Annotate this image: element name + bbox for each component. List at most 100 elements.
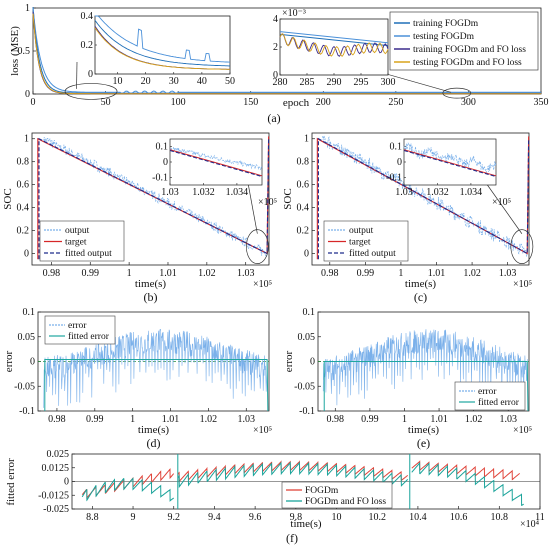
f-fo-line-2	[177, 461, 409, 489]
c-inset-fitted-line	[403, 150, 497, 178]
b-inset-target-line	[169, 149, 263, 177]
a-inset2-ytick-label: 2	[273, 42, 278, 53]
d-xtick-label: 1	[130, 414, 135, 425]
f-xtick-label: 10.4	[409, 512, 427, 523]
a-inset2-line-testing_FO	[279, 33, 389, 57]
a-xtick-label: 0	[31, 97, 36, 108]
c-xtick-label: 0.99	[357, 268, 375, 279]
e-ylabel: error	[283, 350, 295, 372]
b-fitted-line	[38, 137, 270, 260]
c-ylabel: SOC	[282, 188, 294, 209]
e-xlabel: time(s)	[408, 424, 439, 436]
d-ytick-label: 0.05	[18, 332, 36, 343]
b-panel-label: (b)	[144, 290, 158, 304]
a-inset1-ytick-label: 0.2	[81, 40, 94, 51]
a-inset1-ytick-label: 0	[88, 69, 93, 80]
d-ytick-label: -0.05	[14, 381, 35, 392]
b-inset-xtick-label: 1.03	[161, 187, 179, 198]
e-xtick-label: 1	[402, 414, 407, 425]
b-ytick-label: 0.6	[17, 180, 30, 191]
c-output-line	[322, 135, 528, 257]
f-ytick-label: -0.025	[43, 504, 69, 515]
a-legend-entry: training FOGDm and FO loss	[413, 45, 526, 55]
b-xlabel: time(s)	[135, 278, 166, 290]
a-legend-entry: testing FOGDm and FO loss	[413, 58, 522, 68]
c-xtick-label: 1.02	[463, 268, 481, 279]
b-exponent: ×10⁵	[253, 279, 272, 290]
c-zoom-ellipse	[510, 229, 534, 264]
a-xlabel: epoch	[283, 97, 310, 109]
b-ytick-label: 0.8	[17, 157, 30, 168]
c-inset-box	[403, 138, 497, 186]
b-xtick-label: 1.03	[237, 268, 255, 279]
a-inset2-xtick-label: 300	[381, 77, 396, 88]
d-fitted-error-line	[44, 359, 269, 412]
f-xtick-label: 9.6	[249, 512, 262, 523]
a-inset1-xtick-label: 20	[141, 76, 151, 87]
e-error-line	[322, 329, 528, 406]
a-ytick-label: 0.5	[18, 46, 31, 57]
e-ytick-label: 0.05	[298, 332, 316, 343]
e-ytick-label: -0.05	[294, 381, 315, 392]
f-panel-label: (f)	[286, 531, 298, 545]
f-exponent: ×10⁴	[520, 519, 540, 530]
f-legend-entry: FOGDm and FO loss	[305, 497, 386, 507]
f-fogdm-line-2	[177, 460, 409, 483]
e-xtick-label: 1.03	[499, 414, 517, 425]
f-xtick-label: 9.4	[208, 512, 221, 523]
f-legend-entry: FOGDm	[305, 486, 339, 496]
a-inset2-xtick-label: 295	[354, 77, 369, 88]
f-ytick-label: 0.0125	[42, 463, 70, 474]
b-ylabel: SOC	[2, 188, 14, 209]
f-xtick-label: 9.8	[290, 512, 303, 523]
a-legend-entry: training FOGDm	[413, 19, 479, 29]
testing-fogdm-line	[32, 7, 541, 95]
d-legend-entry: error	[68, 321, 87, 331]
b-inset-ytick-label: -0.1	[152, 172, 168, 183]
e-fitted-error-line	[323, 361, 529, 412]
b-ytick-label: 0.4	[17, 203, 30, 214]
b-inset-fitted-line	[169, 150, 263, 178]
c-inset-output-line	[403, 142, 497, 174]
a-xtick-label: 150	[243, 97, 258, 108]
c-exponent: ×10⁵	[513, 279, 532, 290]
f-xtick-label: 10	[332, 512, 342, 523]
a-inset2-line-testing_FOGDm	[279, 31, 389, 44]
e-ytick-label: 0	[310, 357, 315, 368]
c-inset-target-line	[403, 149, 497, 177]
b-xtick-label: 1	[127, 268, 132, 279]
f-xtick-label: 10.6	[450, 512, 468, 523]
b-ytick-label: 0.2	[17, 226, 30, 237]
c-xtick-label: 1.01	[428, 268, 446, 279]
c-ytick-label: 1	[304, 134, 309, 145]
b-ytick-label: 1	[24, 134, 29, 145]
e-panel-label: (e)	[417, 436, 430, 450]
a-inset2-ytick-label: 4	[273, 14, 278, 25]
d-ylabel: error	[3, 350, 15, 372]
e-xtick-label: 0.98	[327, 414, 345, 425]
d-error-line	[43, 329, 268, 408]
a-legend-entry: testing FOGDm	[413, 32, 475, 42]
c-inset-xtick-label: 1.034	[460, 187, 483, 198]
a-inset2-xtick-label: 280	[273, 77, 288, 88]
b-inset-xtick-label: 1.034	[226, 187, 249, 198]
d-xlabel: time(s)	[138, 424, 169, 436]
d-exponent: ×10⁵	[253, 425, 272, 436]
b-legend-entry: output	[65, 226, 90, 236]
f-legend	[281, 481, 393, 509]
b-ytick-label: 0	[24, 249, 29, 260]
e-xtick-label: 1.01	[430, 414, 448, 425]
a-inset2-xtick-label: 290	[327, 77, 342, 88]
d-panel-label: (d)	[147, 436, 161, 450]
c-inset-ytick-label: 0.1	[390, 142, 403, 153]
f-xtick-label: 11	[535, 512, 545, 523]
c-inset-ytick-label: 0	[397, 157, 402, 168]
d-ytick-label: -0.1	[19, 406, 35, 417]
c-legend-entry: fitted output	[349, 248, 396, 259]
c-legend-entry: output	[349, 226, 374, 236]
a-zoom-ellipse-2	[442, 87, 472, 99]
f-ytick-label: 0	[64, 477, 69, 488]
testing-fo-line	[32, 13, 541, 95]
a-inset1-xtick-label: 30	[169, 76, 179, 87]
